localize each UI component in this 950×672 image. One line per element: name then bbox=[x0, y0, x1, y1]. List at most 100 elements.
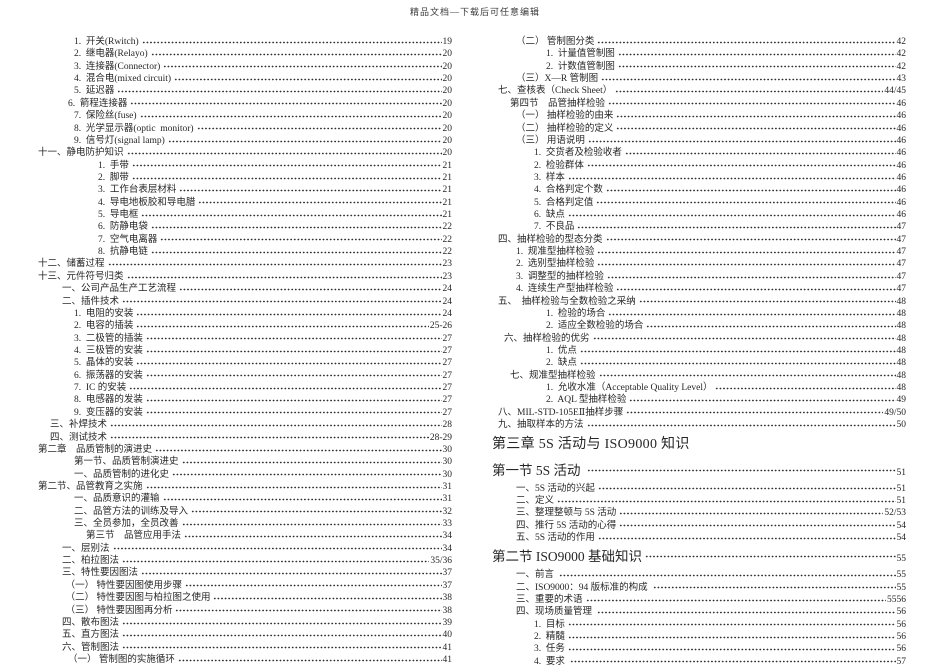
toc-entry[interactable]: 8. 电感器的发装 27 bbox=[38, 394, 452, 406]
toc-entry[interactable]: 1. 手带 21 bbox=[38, 160, 452, 172]
toc-entry[interactable]: 4. 连续生产型抽样检验 47 bbox=[492, 283, 906, 295]
toc-entry[interactable]: 7. IC 的安装 27 bbox=[38, 382, 452, 394]
toc-entry[interactable]: 一、品质管制的进化史 30 bbox=[38, 469, 452, 481]
toc-entry[interactable]: 3. 二极管的插装 27 bbox=[38, 333, 452, 345]
toc-entry[interactable]: 6. 缺点 46 bbox=[492, 209, 906, 221]
toc-entry[interactable]: 1. 开关(Rwitch) 19 bbox=[38, 36, 452, 48]
toc-entry[interactable]: 一、前言 55 bbox=[492, 569, 906, 581]
toc-entry[interactable]: （一） 管制图的实施循环 41 bbox=[38, 654, 452, 666]
toc-entry[interactable]: 第三章 5S 活动与 ISO9000 知识 bbox=[492, 432, 906, 458]
toc-entry[interactable]: 六、管制图法 41 bbox=[38, 642, 452, 654]
toc-entry[interactable]: 四、现场质量管理 56 bbox=[492, 606, 906, 618]
toc-entry[interactable]: 第一节 5S 活动 51 bbox=[492, 458, 906, 483]
toc-entry[interactable]: 2. 精髓 56 bbox=[492, 631, 906, 643]
toc-entry[interactable]: 十一、静电防护知识 20 bbox=[38, 147, 452, 159]
toc-entry[interactable]: 1. 电阻的安装 24 bbox=[38, 308, 452, 320]
toc-entry[interactable]: 十二、储蓄过程 23 bbox=[38, 258, 452, 270]
toc-entry[interactable]: 4. 三极管的安装 27 bbox=[38, 345, 452, 357]
toc-entry[interactable]: （一） 特性要因图使用步骤 37 bbox=[38, 580, 452, 592]
toc-entry[interactable]: 二、柏拉图法 35/36 bbox=[38, 555, 452, 567]
toc-entry[interactable]: 7. 空气电离器 22 bbox=[38, 234, 452, 246]
toc-entry[interactable]: 七、规准型抽样检验 48 bbox=[492, 370, 906, 382]
toc-entry[interactable]: 2. 电容的插装 25-26 bbox=[38, 320, 452, 332]
toc-entry[interactable]: 1. 规准型抽样检验 47 bbox=[492, 246, 906, 258]
toc-entry[interactable]: 四、抽样检验的型态分类 47 bbox=[492, 234, 906, 246]
toc-entry[interactable]: 1. 交货者及检验收者 46 bbox=[492, 147, 906, 159]
toc-entry[interactable]: 2. 缺点 48 bbox=[492, 357, 906, 369]
toc-entry[interactable]: 二、品管方法的训练及导入 32 bbox=[38, 506, 452, 518]
toc-entry[interactable]: 五、 抽样检验与全数检验之采纳 48 bbox=[492, 296, 906, 308]
toc-entry[interactable]: 5. 合格判定值 46 bbox=[492, 197, 906, 209]
toc-entry[interactable]: 十三、元件符号归类 23 bbox=[38, 271, 452, 283]
toc-entry[interactable]: 2. 适应全数检验的场合 48 bbox=[492, 320, 906, 332]
toc-entry[interactable]: 一、层别法 34 bbox=[38, 543, 452, 555]
toc-entry[interactable]: 7. 保险丝(fuse) 20 bbox=[38, 110, 452, 122]
toc-entry[interactable]: 1. 优点 48 bbox=[492, 345, 906, 357]
toc-entry[interactable]: 三、特性要因图法 37 bbox=[38, 567, 452, 579]
toc-entry[interactable]: 5. 导电框 21 bbox=[38, 209, 452, 221]
toc-entry[interactable]: （一） 抽样检验的由来 46 bbox=[492, 110, 906, 122]
toc-entry[interactable]: 一、公司产品生产工艺流程 24 bbox=[38, 283, 452, 295]
toc-entry[interactable]: 三、补焊技术 28 bbox=[38, 419, 452, 431]
toc-entry[interactable]: （三） 特性要因图再分析 38 bbox=[38, 605, 452, 617]
toc-entry[interactable]: 2. 脚带 21 bbox=[38, 172, 452, 184]
toc-entry[interactable]: 三、全员参加，全员改善 33 bbox=[38, 518, 452, 530]
toc-entry[interactable]: 3. 调整型的抽样检验 47 bbox=[492, 271, 906, 283]
toc-entry[interactable]: 一、5S 活动的兴起 51 bbox=[492, 483, 906, 495]
toc-entry[interactable]: 第二节 ISO9000 基础知识 55 bbox=[492, 544, 906, 569]
toc-entry[interactable]: 4. 合格判定个数 46 bbox=[492, 184, 906, 196]
toc-entry[interactable]: 3. 样本 46 bbox=[492, 172, 906, 184]
toc-entry[interactable]: 1. 计量值管制图 42 bbox=[492, 48, 906, 60]
toc-entry[interactable]: 四、散布图法 39 bbox=[38, 617, 452, 629]
toc-entry[interactable]: 8. 光学显示器(optic monitor) 20 bbox=[38, 123, 452, 135]
toc-entry[interactable]: 5. 晶体的安装 27 bbox=[38, 357, 452, 369]
toc-entry[interactable]: 第二章 品质管制的演进史 30 bbox=[38, 444, 452, 456]
toc-entry[interactable]: 9. 变压器的安装 27 bbox=[38, 407, 452, 419]
toc-entry[interactable]: 6. 箭程连接器 20 bbox=[38, 98, 452, 110]
toc-entry[interactable]: （三） 用语说明 46 bbox=[492, 135, 906, 147]
toc-entry[interactable]: 2. 检验群体 46 bbox=[492, 160, 906, 172]
toc-entry[interactable]: 八、MIL-STD-105EⅡ抽样步骤 49/50 bbox=[492, 407, 906, 419]
toc-entry[interactable]: 五、5S 活动的作用 54 bbox=[492, 532, 906, 544]
toc-entry[interactable]: 第一节、品质管制演进史 30 bbox=[38, 456, 452, 468]
toc-entry[interactable]: 4. 要求 57 bbox=[492, 656, 906, 668]
toc-entry[interactable]: 3. 任务 56 bbox=[492, 643, 906, 655]
toc-entry[interactable]: （二） 抽样检验的定义 46 bbox=[492, 123, 906, 135]
toc-entry[interactable]: 第四节 品管抽样检验 46 bbox=[492, 98, 906, 110]
toc-entry[interactable]: （二） 管制图分类 42 bbox=[492, 36, 906, 48]
toc-entry[interactable]: 3. 工作台表层材料 21 bbox=[38, 184, 452, 196]
toc-entry[interactable]: 四、测试技术 28-29 bbox=[38, 432, 452, 444]
toc-entry[interactable]: 七、查核表（Check Sheet） 44/45 bbox=[492, 85, 906, 97]
toc-entry[interactable]: 1. 允收水准（Acceptable Quality Level） 48 bbox=[492, 382, 906, 394]
toc-entry[interactable]: 3. 连接器(Connector) 20 bbox=[38, 61, 452, 73]
toc-entry[interactable]: 三、重要的术语 5556 bbox=[492, 594, 906, 606]
toc-entry[interactable]: 7. 不良品 47 bbox=[492, 221, 906, 233]
toc-entry[interactable]: 二、插件技术 24 bbox=[38, 296, 452, 308]
toc-entry[interactable]: 1. 目标 56 bbox=[492, 619, 906, 631]
toc-entry[interactable]: 2. 选别型抽样检验 47 bbox=[492, 258, 906, 270]
toc-entry[interactable]: 9. 信号灯(signal lamp) 20 bbox=[38, 135, 452, 147]
toc-entry[interactable]: 4. 导电地板胶和导电腊 21 bbox=[38, 197, 452, 209]
toc-entry[interactable]: 6. 防静电袋 22 bbox=[38, 221, 452, 233]
toc-entry[interactable]: 4. 混合电(mixed circuit) 20 bbox=[38, 73, 452, 85]
toc-entry[interactable]: 第二节、品管教育之实施 31 bbox=[38, 481, 452, 493]
toc-entry[interactable]: 五、直方图法 40 bbox=[38, 629, 452, 641]
toc-entry[interactable]: 2. 计数值管制图 42 bbox=[492, 61, 906, 73]
toc-entry[interactable]: 8. 抗静电链 22 bbox=[38, 246, 452, 258]
toc-entry[interactable]: 第三节 品管应用手法 34 bbox=[38, 530, 452, 542]
toc-entry-label: 三、补焊技术 bbox=[50, 420, 108, 431]
toc-entry[interactable]: 三、整理整顿与 5S 活动 52/53 bbox=[492, 507, 906, 519]
toc-entry[interactable]: 四、推行 5S 活动的心得 54 bbox=[492, 520, 906, 532]
toc-entry[interactable]: 六、抽样检验的优劣 48 bbox=[492, 333, 906, 345]
toc-entry[interactable]: 一、品质意识的灌输 31 bbox=[38, 493, 452, 505]
toc-entry[interactable]: （二） 特性要因图与柏拉图之使用 38 bbox=[38, 592, 452, 604]
toc-entry[interactable]: 九、抽取样本的方法 50 bbox=[492, 419, 906, 431]
toc-entry[interactable]: 二、定义 51 bbox=[492, 495, 906, 507]
toc-entry[interactable]: 6. 振荡器的安装 27 bbox=[38, 370, 452, 382]
toc-entry[interactable]: 2. 继电器(Relayo) 20 bbox=[38, 48, 452, 60]
toc-entry[interactable]: 2. AQL 型抽样检验 49 bbox=[492, 394, 906, 406]
toc-entry[interactable]: （三）X—R 管制图 43 bbox=[492, 73, 906, 85]
toc-entry[interactable]: 1. 检验的场合 48 bbox=[492, 308, 906, 320]
toc-entry[interactable]: 5. 延迟器 20 bbox=[38, 85, 452, 97]
toc-entry[interactable]: 二、ISO9000：94 版标准的构成 55 bbox=[492, 582, 906, 594]
